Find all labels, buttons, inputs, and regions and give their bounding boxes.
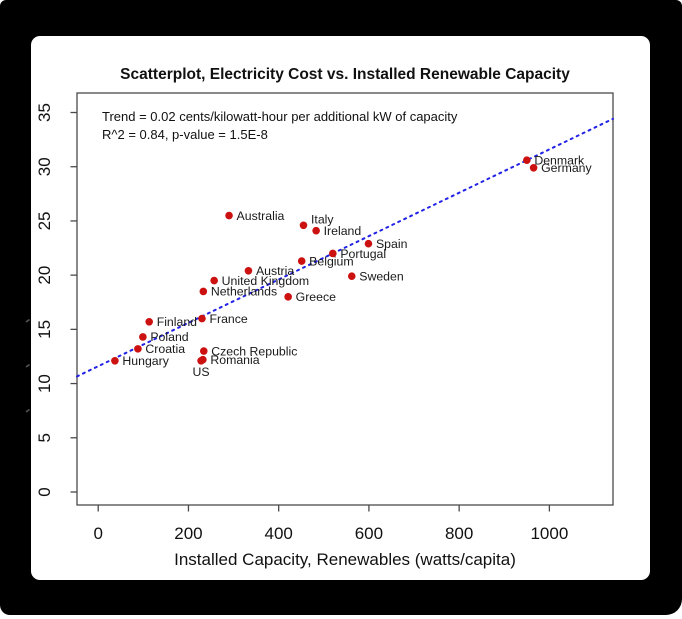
clipped-glyph-fragment xyxy=(25,318,30,323)
data-point-denmark xyxy=(523,156,531,165)
data-point-hungary xyxy=(111,357,119,365)
data-point-germany xyxy=(529,164,538,172)
plot-frame: 0 200 400 600 800 1000 0 5 10 15 20 25 30 35 xyxy=(35,92,614,543)
r-squared-annotation-line2: R^2 = 0.84, p-value = 1.5E-8 xyxy=(102,127,268,142)
clipped-glyph-fragment xyxy=(25,363,30,368)
clipped-y-axis-label-fragments xyxy=(25,318,30,413)
y-tick-label: 35 xyxy=(35,103,54,122)
data-point-belgium xyxy=(297,257,306,265)
data-point-netherlands xyxy=(199,287,208,296)
data-point-croatia xyxy=(134,345,142,353)
y-tick-label: 20 xyxy=(35,266,54,285)
x-tick-label: 400 xyxy=(264,524,292,543)
data-point-finland xyxy=(145,317,153,326)
point-label-netherlands: Netherlands xyxy=(211,285,277,299)
x-axis-title: Installed Capacity, Renewables (watts/ca… xyxy=(174,550,516,569)
y-tick-label: 0 xyxy=(35,487,54,496)
point-label-denmark: Denmark xyxy=(534,154,585,168)
data-point-greece xyxy=(284,293,292,301)
x-tick-label: 600 xyxy=(355,524,383,543)
y-tick-label: 15 xyxy=(35,320,54,339)
point-label-romania: Romania xyxy=(210,353,259,367)
point-label-germany: Germany xyxy=(541,161,592,175)
point-label-spain: Spain xyxy=(376,237,408,251)
point-label-australia: Australia xyxy=(237,209,285,223)
plot-panel xyxy=(31,36,650,580)
point-label-italy: Italy xyxy=(311,213,334,227)
x-tick-label: 200 xyxy=(174,524,202,543)
data-point-ireland xyxy=(312,226,320,235)
point-label-ireland: Ireland xyxy=(324,224,362,238)
point-label-czech-republic: Czech Republic xyxy=(211,344,297,358)
point-label-austria: Austria xyxy=(256,264,294,278)
point-label-poland: Poland xyxy=(150,330,188,344)
point-label-sweden: Sweden xyxy=(359,270,404,284)
point-label-belgium: Belgium xyxy=(309,254,353,268)
data-point-australia xyxy=(225,211,233,220)
point-label-hungary: Hungary xyxy=(122,354,169,368)
data-point-spain xyxy=(364,239,373,248)
data-point-poland xyxy=(139,333,147,341)
point-label-france: France xyxy=(209,312,247,326)
chart-title: Scatterplot, Electricity Cost vs. Instal… xyxy=(120,66,570,83)
data-point-czech-republic xyxy=(199,347,208,355)
point-label-united-kingdom: United Kingdom xyxy=(222,274,310,288)
clipped-glyph-fragment xyxy=(25,408,30,413)
y-tick-label: 10 xyxy=(35,374,54,393)
y-tick-label: 5 xyxy=(35,433,54,442)
x-tick-label: 800 xyxy=(445,524,473,543)
point-label-finland: Finland xyxy=(157,315,197,329)
x-tick-label: 1000 xyxy=(530,524,568,543)
y-tick-label: 30 xyxy=(35,157,54,176)
data-point-united-kingdom xyxy=(210,276,218,285)
data-point-sweden xyxy=(347,272,356,281)
data-point-us xyxy=(197,357,205,365)
data-point-italy xyxy=(299,221,308,230)
point-label-us: US xyxy=(193,365,210,379)
point-label-portugal: Portugal xyxy=(340,247,386,261)
plot-border xyxy=(76,92,614,506)
data-point-france xyxy=(198,314,206,323)
point-label-croatia: Croatia xyxy=(145,342,185,356)
trend-annotation-line1: Trend = 0.02 cents/kilowatt-hour per add… xyxy=(102,109,458,124)
point-label-greece: Greece xyxy=(296,290,336,304)
data-point-portugal xyxy=(329,249,337,258)
data-point-austria xyxy=(244,267,253,275)
x-tick-label: 0 xyxy=(93,524,102,543)
y-tick-label: 25 xyxy=(35,211,54,230)
